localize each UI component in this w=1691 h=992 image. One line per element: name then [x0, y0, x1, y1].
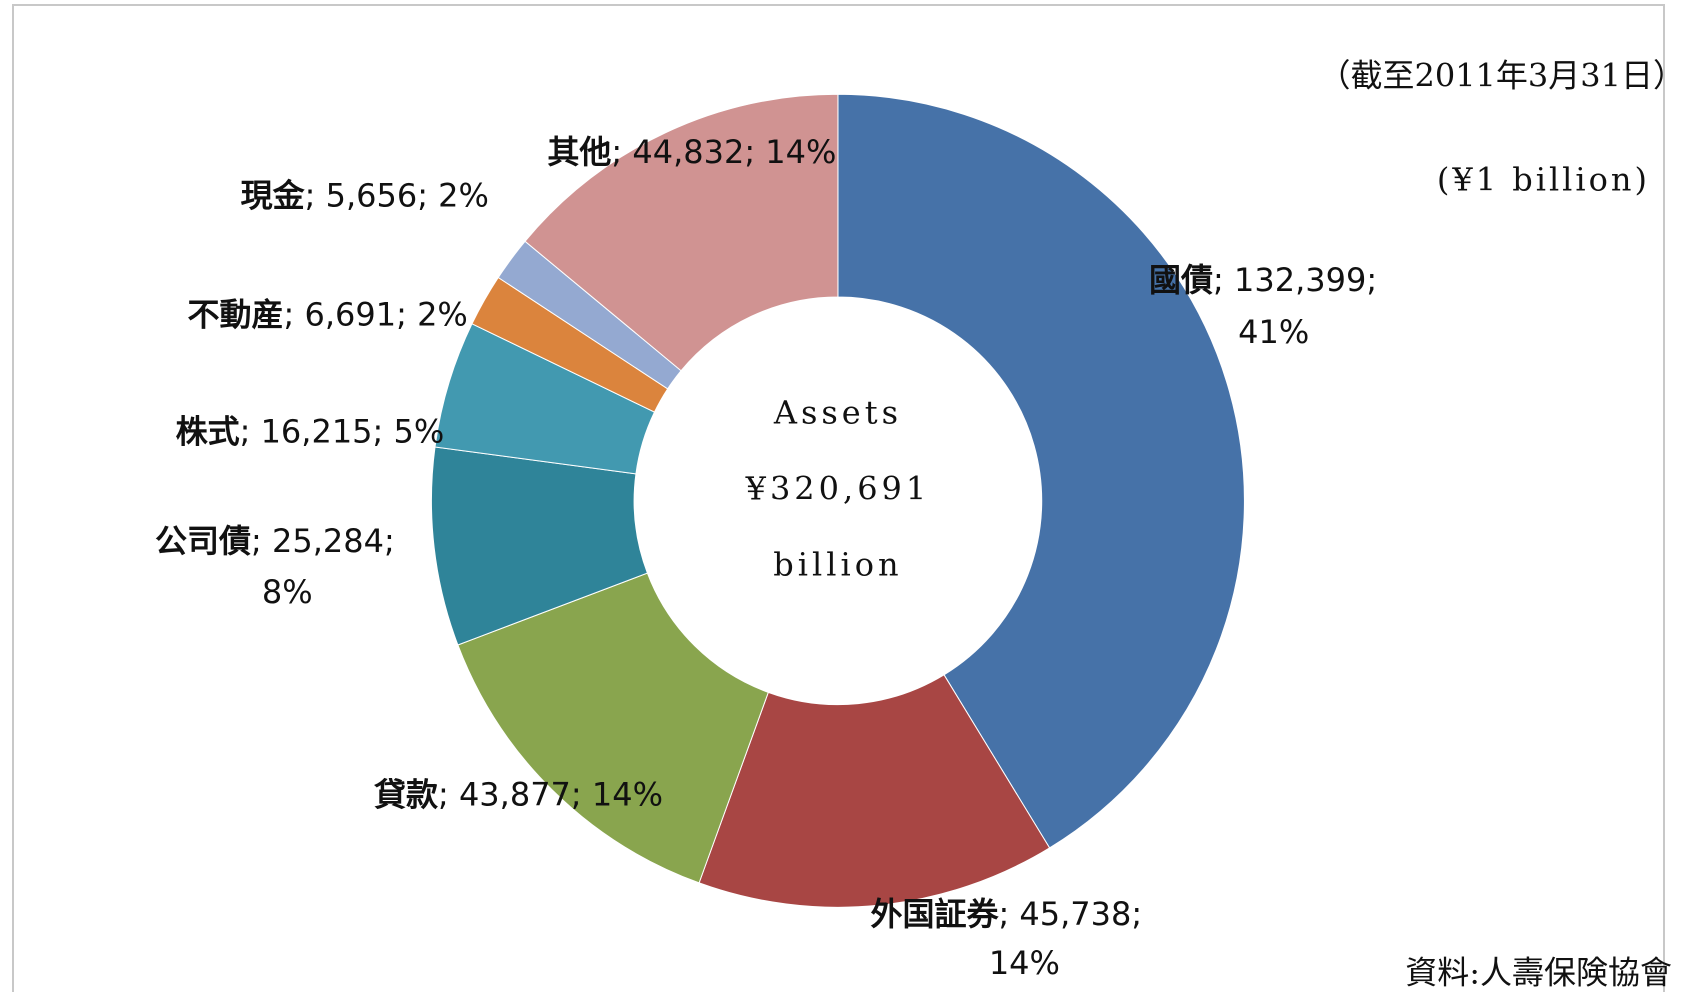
data-label: 不動産; 6,691; 2%	[188, 296, 468, 334]
donut-slice	[524, 93, 839, 372]
center-text: ¥320,691	[745, 470, 931, 508]
value-label: 6,691	[305, 296, 397, 334]
donut-slice	[837, 93, 1245, 849]
data-label: 現金; 5,656; 2%	[241, 176, 489, 214]
percent-label: 8%	[262, 573, 313, 611]
category-name: 現金	[241, 176, 306, 214]
center-text: billion	[773, 545, 902, 583]
value-label: 43,877	[459, 776, 571, 814]
category-name: 國債	[1149, 261, 1213, 299]
source-note: 資料:人壽保険協會	[1405, 954, 1672, 992]
data-label: 國債; 132,399;	[1149, 261, 1377, 299]
percent-label: 14%	[989, 944, 1060, 982]
center-text: Assets	[773, 394, 902, 432]
value-label: 132,399	[1234, 261, 1366, 299]
category-name: 公司債	[155, 522, 251, 560]
unit-note: (¥1 billion)	[1437, 161, 1650, 199]
percent-label: 41%	[1238, 313, 1309, 351]
separator: ;	[384, 522, 395, 560]
separator: ;	[611, 133, 632, 171]
percent-label: 2%	[438, 176, 489, 214]
value-label: 44,832	[632, 133, 744, 171]
separator: ;	[305, 176, 326, 214]
category-name: 不動産	[188, 296, 284, 334]
percent-label: 14%	[765, 133, 836, 171]
category-name: 貸款	[374, 776, 438, 814]
data-label: 株式; 16,215; 5%	[176, 413, 445, 451]
value-label: 25,284	[272, 522, 384, 560]
separator: ;	[438, 776, 459, 814]
separator: ;	[417, 176, 438, 214]
data-label: 外国証券; 45,738;	[870, 895, 1142, 933]
category-name: 外国証券	[870, 895, 999, 933]
data-label: 貸款; 43,877; 14%	[374, 776, 663, 814]
separator: ;	[251, 522, 272, 560]
category-name: 其他	[547, 133, 611, 171]
separator: ;	[1213, 261, 1234, 299]
category-name: 株式	[176, 413, 240, 451]
percent-label: 2%	[417, 296, 468, 334]
data-label: 公司債; 25,284;	[155, 522, 395, 560]
separator: ;	[240, 413, 261, 451]
separator: ;	[1131, 895, 1142, 933]
separator: ;	[744, 133, 765, 171]
donut-slice	[698, 674, 1051, 908]
separator: ;	[396, 296, 417, 334]
donut-slice	[457, 572, 769, 884]
separator: ;	[1366, 261, 1377, 299]
separator: ;	[373, 413, 394, 451]
value-label: 5,656	[326, 176, 418, 214]
data-label: 其他; 44,832; 14%	[547, 133, 836, 171]
separator: ;	[571, 776, 592, 814]
value-label: 45,738	[1019, 895, 1131, 933]
separator: ;	[998, 895, 1019, 933]
plot-frame	[12, 4, 1665, 992]
date-note: （截至2011年3月31日）	[1318, 57, 1685, 95]
separator: ;	[284, 296, 305, 334]
percent-label: 14%	[592, 776, 663, 814]
percent-label: 5%	[393, 413, 444, 451]
value-label: 16,215	[261, 413, 373, 451]
